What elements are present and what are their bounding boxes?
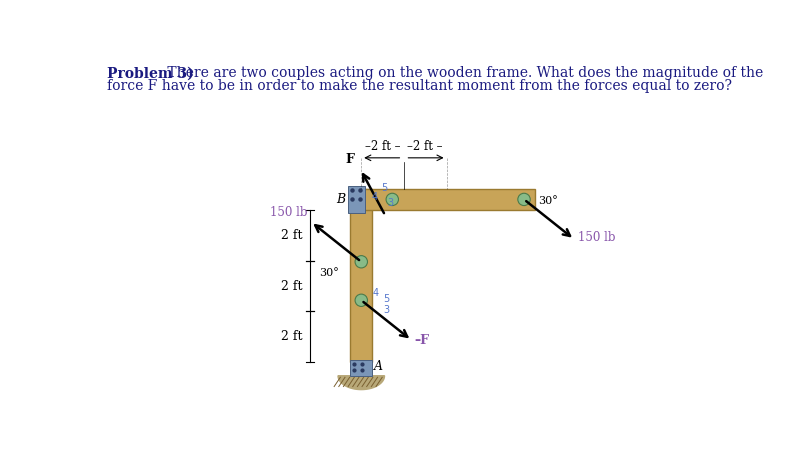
Text: 150 lb: 150 lb [270, 206, 307, 219]
Text: 2 ft: 2 ft [281, 229, 303, 242]
Bar [350, 189, 372, 362]
Text: 3: 3 [387, 198, 393, 208]
Text: B: B [337, 193, 345, 206]
Text: 3: 3 [383, 304, 389, 315]
Circle shape [355, 255, 367, 268]
Text: 30°: 30° [319, 268, 338, 277]
Text: 30°: 30° [538, 196, 558, 206]
Polygon shape [338, 376, 384, 390]
Circle shape [386, 193, 399, 206]
Text: A: A [374, 360, 383, 373]
Text: 4: 4 [373, 288, 379, 298]
Text: force F have to be in order to make the resultant moment from the forces equal t: force F have to be in order to make the … [107, 79, 732, 93]
Text: 2 ft: 2 ft [281, 330, 303, 343]
Text: 5: 5 [382, 183, 387, 193]
Text: F: F [345, 153, 354, 166]
Bar [350, 189, 535, 210]
Text: 5: 5 [383, 294, 389, 304]
Text: 4: 4 [371, 192, 378, 202]
Text: Problem 3): Problem 3) [107, 66, 194, 80]
Circle shape [518, 193, 530, 206]
Bar [350, 361, 372, 376]
Text: –F: –F [415, 334, 430, 347]
Text: 2 ft: 2 ft [281, 280, 303, 293]
Bar [348, 186, 365, 212]
Text: 150 lb: 150 lb [578, 231, 615, 244]
Text: –2 ft –: –2 ft – [408, 140, 443, 153]
Text: There are two couples acting on the wooden frame. What does the magnitude of the: There are two couples acting on the wood… [163, 66, 763, 80]
Circle shape [355, 294, 367, 306]
Text: –2 ft –: –2 ft – [365, 140, 400, 153]
